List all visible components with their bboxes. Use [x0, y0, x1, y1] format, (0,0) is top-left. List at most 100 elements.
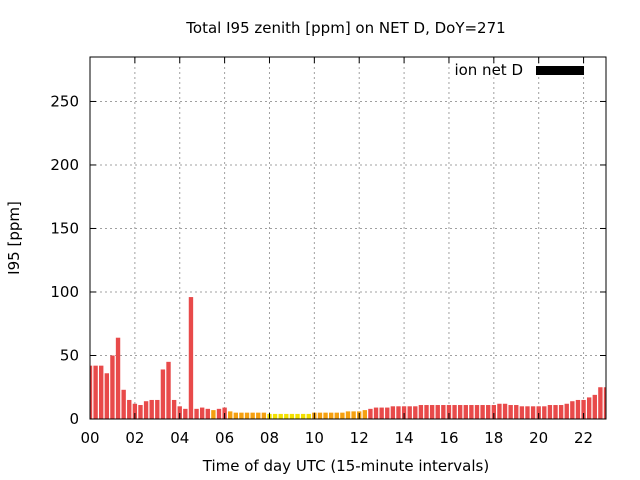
- legend: ion net D: [454, 61, 584, 79]
- bar: [491, 405, 497, 419]
- y-axis-label: I95 [ppm]: [5, 201, 23, 275]
- bar: [542, 406, 547, 419]
- bar: [469, 405, 474, 419]
- bar: [373, 407, 379, 419]
- bar: [519, 406, 525, 419]
- y-tick-label: 250: [50, 92, 79, 110]
- bar: [90, 365, 93, 419]
- bar: [558, 405, 564, 419]
- bar: [598, 387, 603, 419]
- y-tick-label: 0: [69, 410, 79, 428]
- bar: [250, 412, 255, 419]
- bar: [424, 405, 429, 419]
- bar: [127, 399, 132, 419]
- bar: [93, 365, 98, 419]
- bar: [334, 412, 339, 419]
- bar: [261, 412, 267, 419]
- bar: [340, 412, 345, 419]
- bar: [284, 413, 289, 419]
- bar: [160, 369, 166, 419]
- bar: [452, 405, 457, 419]
- bar: [508, 405, 513, 419]
- bar: [345, 411, 351, 419]
- bars: [90, 297, 606, 419]
- bar: [603, 387, 606, 419]
- legend-label: ion net D: [454, 61, 523, 79]
- x-tick-label: 04: [170, 429, 189, 447]
- bar: [244, 412, 250, 419]
- bar: [575, 399, 581, 419]
- bar: [216, 408, 222, 419]
- bar: [149, 399, 154, 419]
- bar: [233, 412, 239, 419]
- bar: [177, 406, 182, 419]
- bar: [194, 408, 199, 419]
- x-axis-label: Time of day UTC (15-minute intervals): [202, 457, 489, 475]
- bar: [564, 403, 569, 419]
- bar: [497, 403, 502, 419]
- bar: [188, 297, 194, 419]
- bar: [435, 405, 440, 419]
- bar: [110, 355, 115, 419]
- bar: [401, 406, 407, 419]
- bar: [586, 397, 592, 419]
- bar: [385, 407, 390, 419]
- plot-frame: [89, 56, 607, 420]
- bar: [205, 408, 210, 419]
- bar: [536, 406, 541, 419]
- bar: [239, 412, 244, 419]
- bar: [418, 405, 424, 419]
- x-tick-label: 12: [350, 429, 369, 447]
- bar: [413, 406, 418, 419]
- bar: [289, 413, 295, 419]
- bar: [317, 412, 323, 419]
- bar: [300, 413, 306, 419]
- x-tick-label: 16: [439, 429, 458, 447]
- bar: [547, 405, 553, 419]
- bar: [99, 365, 104, 419]
- y-tick-label: 100: [50, 283, 79, 301]
- bar: [480, 405, 485, 419]
- bar: [446, 405, 452, 419]
- x-tick-label: 20: [529, 429, 548, 447]
- bar: [530, 406, 536, 419]
- bar: [553, 405, 558, 419]
- bar: [581, 399, 586, 419]
- bar: [306, 413, 311, 419]
- bar: [183, 408, 188, 419]
- axis-ticks: 0 50 100 150 200 250 00 02 04 06 08 10 12 14 16 18 20 22: [50, 57, 606, 447]
- bar: [441, 405, 446, 419]
- bar: [525, 406, 530, 419]
- bar: [379, 407, 384, 419]
- bar: [132, 403, 138, 419]
- bar: [278, 413, 283, 419]
- bar: [138, 405, 143, 419]
- x-tick-label: 02: [125, 429, 144, 447]
- x-tick-label: 08: [260, 429, 279, 447]
- bar: [486, 405, 491, 419]
- bar: [143, 401, 149, 419]
- x-tick-label: 10: [305, 429, 324, 447]
- bar: [115, 337, 121, 419]
- x-tick-label: 18: [484, 429, 503, 447]
- chart-title: Total I95 zenith [ppm] on NET D, DoY=271: [185, 19, 505, 37]
- bar: [502, 403, 508, 419]
- grid-lines: [90, 57, 606, 419]
- bar: [104, 373, 110, 419]
- bar: [155, 399, 160, 419]
- bar: [368, 408, 373, 419]
- y-tick-label: 150: [50, 219, 79, 237]
- x-tick-label: 22: [574, 429, 593, 447]
- y-tick-label: 50: [60, 346, 79, 364]
- y-tick-label: 200: [50, 156, 79, 174]
- bar: [121, 389, 126, 419]
- legend-swatch: [536, 66, 584, 75]
- bar: [396, 406, 401, 419]
- bar: [272, 413, 278, 419]
- bar: [429, 405, 435, 419]
- bar: [295, 413, 300, 419]
- bar: [199, 407, 205, 419]
- bar: [390, 406, 396, 419]
- bar: [351, 411, 356, 419]
